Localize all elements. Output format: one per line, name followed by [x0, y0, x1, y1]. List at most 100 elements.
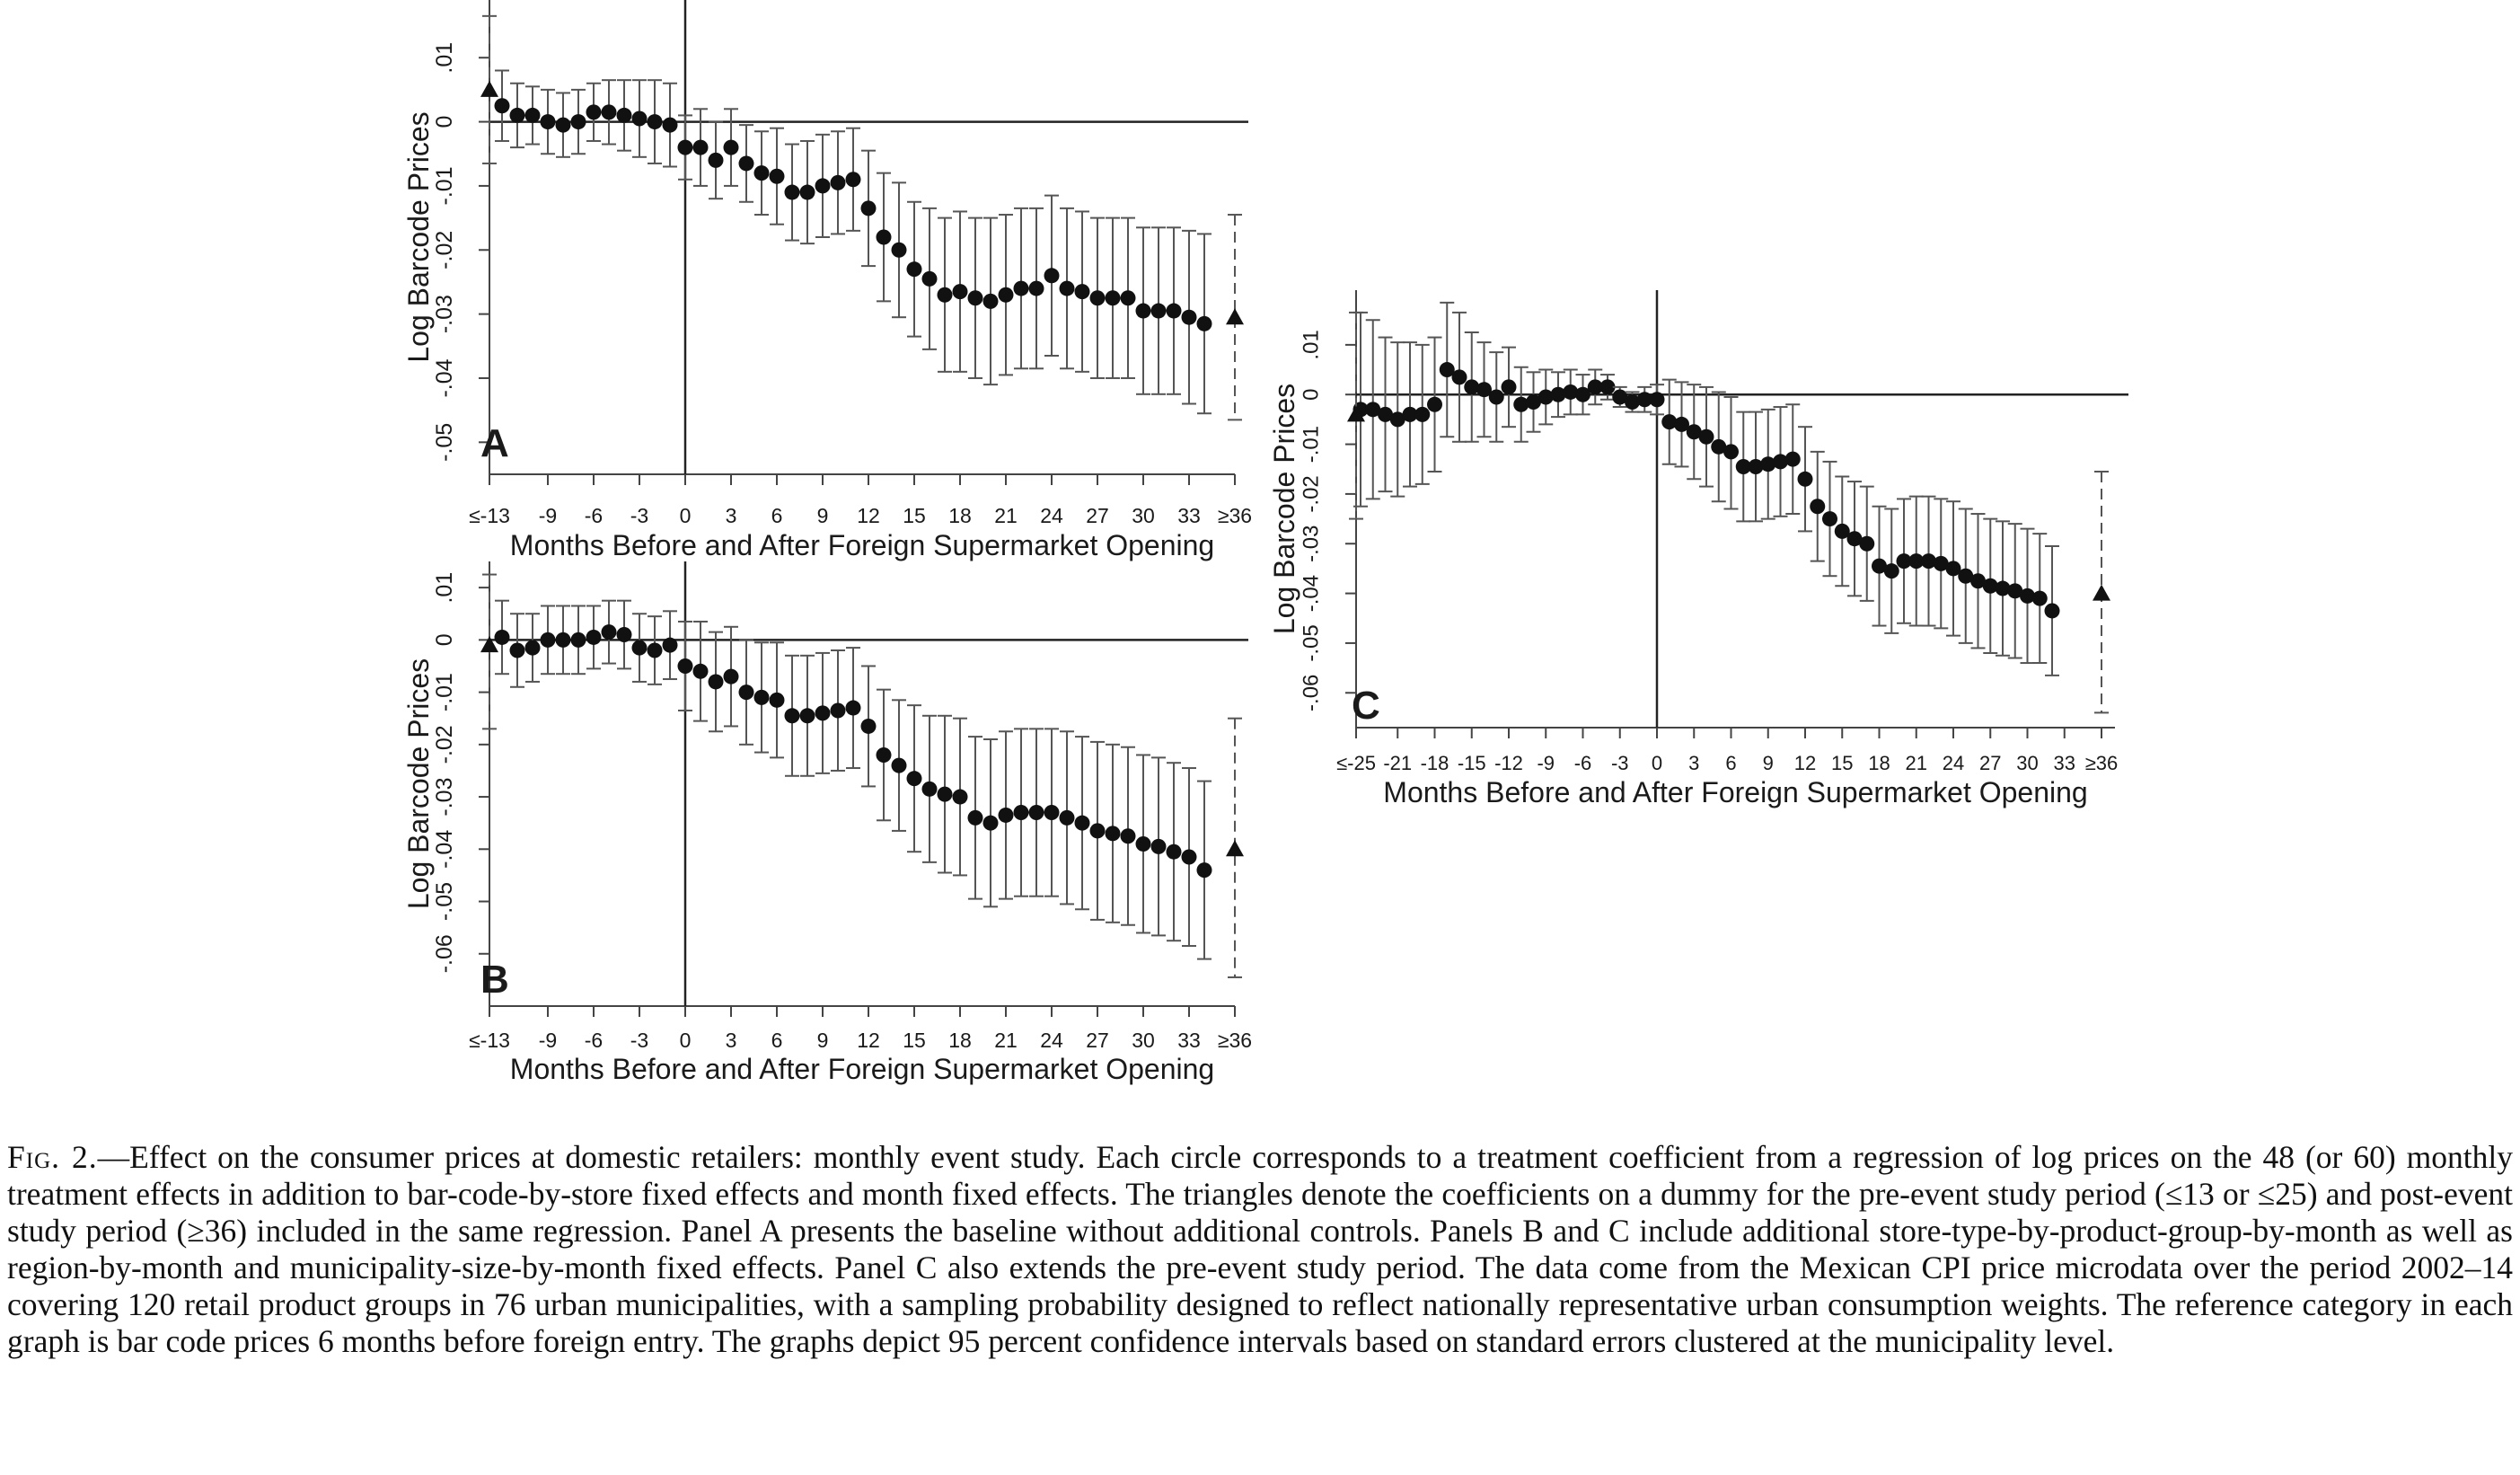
coefficient-point	[540, 114, 556, 130]
coefficient-point	[1501, 379, 1517, 395]
coefficient-point	[1723, 444, 1739, 460]
x-tick-label: 6	[1725, 752, 1736, 774]
coefficient-point	[677, 139, 693, 155]
coefficient-point	[769, 168, 785, 184]
x-tick-label: 30	[1132, 1029, 1155, 1052]
coefficient-point	[845, 172, 861, 188]
coefficient-point	[1150, 838, 1167, 854]
x-tick-label: 9	[817, 1029, 829, 1052]
coefficient-point	[967, 809, 983, 826]
coefficient-point	[692, 139, 709, 155]
coefficient-point	[753, 689, 770, 705]
coefficient-point	[1649, 392, 1665, 408]
x-tick-label: 24	[1040, 1029, 1063, 1052]
x-tick-label: -21	[1383, 752, 1412, 774]
y-tick-label: -.04	[1300, 575, 1324, 612]
x-tick-label: 30	[2016, 752, 2038, 774]
coefficient-point	[662, 637, 678, 653]
coefficient-point	[1074, 815, 1090, 831]
panel-label: C	[1352, 684, 1380, 728]
coefficient-point	[753, 165, 770, 181]
coefficient-point	[967, 290, 983, 306]
coefficient-point	[1013, 280, 1029, 296]
coefficient-point	[1784, 451, 1801, 467]
x-tick-label: -15	[1458, 752, 1486, 774]
x-tick-label: 18	[1868, 752, 1890, 774]
coefficient-point	[1389, 411, 1405, 428]
coefficient-point	[1810, 499, 1826, 515]
y-tick-label: -.01	[432, 673, 457, 711]
coefficient-point	[1476, 382, 1492, 398]
coefficient-point	[815, 178, 831, 194]
coefficient-point	[1921, 553, 1936, 570]
pre-bin-triangle	[480, 636, 498, 653]
coefficient-point	[1661, 414, 1678, 430]
x-tick-label: -9	[1537, 752, 1555, 774]
x-tick-label: 33	[1177, 1029, 1201, 1052]
coefficient-point	[1587, 379, 1603, 395]
coefficient-point	[662, 117, 678, 133]
coefficient-point	[1427, 396, 1442, 412]
coefficient-point	[830, 702, 846, 719]
coefficient-point	[1181, 849, 1197, 865]
x-tick-label: ≤-13	[469, 1029, 510, 1052]
coefficient-point	[1105, 290, 1121, 306]
y-tick-label: 0	[1300, 389, 1324, 401]
y-tick-label: -.02	[1300, 475, 1324, 512]
coefficient-point	[509, 107, 525, 123]
coefficient-point	[815, 705, 831, 721]
coefficient-point	[555, 632, 571, 648]
coefficient-point	[1711, 438, 1727, 455]
coefficient-point	[1735, 458, 1751, 474]
coefficient-point	[1896, 553, 1912, 570]
x-tick-label: 30	[1132, 504, 1155, 527]
x-tick-label: 12	[857, 504, 880, 527]
x-tick-label: -3	[630, 1029, 648, 1052]
coefficient-point	[1488, 389, 1504, 405]
coefficient-point	[1846, 531, 1863, 547]
coefficient-point	[1105, 826, 1121, 842]
coefficient-point	[1995, 580, 2011, 596]
y-tick-label: -.06	[1300, 675, 1324, 711]
x-tick-label: -9	[539, 1029, 557, 1052]
y-tick-label: -.03	[432, 778, 457, 817]
coefficient-point	[616, 627, 632, 643]
x-tick-label: 9	[817, 504, 829, 527]
coefficient-point	[876, 229, 892, 245]
coefficient-point	[1059, 809, 1075, 826]
coefficient-point	[1439, 362, 1455, 378]
coefficient-point	[998, 807, 1014, 823]
coefficient-point	[982, 293, 999, 309]
panel-b: -.06 -.05 -.04 -.03 -.02 -.01 0 .01 ≤-13 -9 -6 -3 0 3…	[402, 561, 1252, 1085]
y-tick-label: .01	[1300, 330, 1324, 359]
coefficient-point	[1166, 303, 1182, 319]
post-bin-triangle	[1226, 308, 1244, 325]
coefficient-point	[723, 668, 739, 685]
coefficient-point	[1686, 424, 1702, 440]
x-tick-label: 27	[1979, 752, 2001, 774]
coefficient-point	[1908, 553, 1925, 570]
post-bin-triangle	[2093, 584, 2110, 601]
coefficient-point	[769, 692, 785, 708]
coefficient-point	[1044, 268, 1060, 284]
coefficient-point	[708, 152, 724, 168]
coefficient-point	[1513, 396, 1529, 412]
coefficient-point	[1089, 290, 1106, 306]
x-tick-label: 3	[726, 1029, 737, 1052]
x-tick-label: -3	[630, 504, 648, 527]
y-tick-label: -.05	[432, 882, 457, 921]
coefficient-point	[1760, 456, 1776, 473]
coefficient-point	[1674, 416, 1689, 432]
coefficient-point	[677, 658, 693, 674]
x-tick-label: 21	[994, 504, 1018, 527]
coefficient-point	[1526, 394, 1541, 411]
coefficient-point	[1872, 558, 1887, 574]
coefficient-point	[1773, 454, 1788, 470]
x-tick-label: 21	[1906, 752, 1927, 774]
coefficient-point	[494, 629, 510, 645]
coefficient-point	[1958, 568, 1974, 584]
y-tick-label: .01	[432, 42, 457, 74]
coefficient-point	[494, 98, 510, 114]
coefficient-point	[570, 632, 586, 648]
coefficient-point	[1013, 805, 1029, 821]
